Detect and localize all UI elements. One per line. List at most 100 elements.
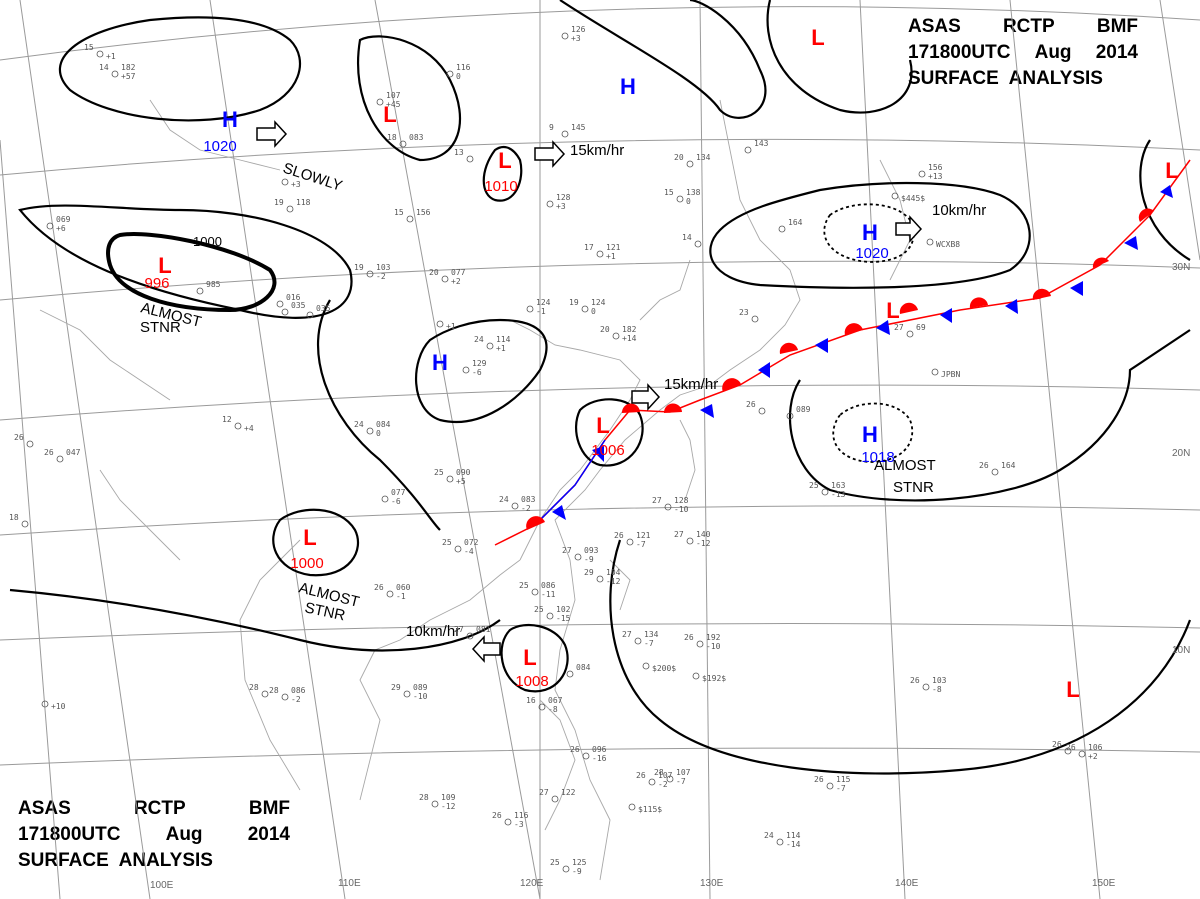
motion-label: SLOWLY: [281, 160, 345, 195]
lon-label: 110E: [338, 878, 361, 889]
station-pressure-trend: +2: [451, 277, 461, 286]
station-circle-icon: [26, 440, 34, 448]
stationary-note-line2: STNR: [893, 479, 934, 496]
header-top-line1: ASAS RCTP BMF: [908, 14, 1138, 40]
header-bottom-center: RCTP: [133, 798, 186, 819]
station-pressure-trend: -7: [836, 784, 846, 793]
station-temperature: 19: [354, 263, 364, 272]
lon-label: 150E: [1092, 878, 1116, 889]
isobar: [1139, 139, 1191, 261]
station-pressure: 107: [658, 771, 673, 780]
station-temperature: 26: [814, 775, 824, 784]
station-circle-icon: [596, 250, 604, 258]
annotations: 1000 SLOWLY 15km/hr 10km/hr 15km/hr 10km…: [139, 142, 986, 640]
station-plot: 27 134-7: [622, 630, 659, 648]
station-plot: 26 192-10: [684, 633, 721, 651]
station-temperature: 13: [454, 148, 464, 157]
station-plot: 18 083: [387, 133, 424, 148]
station-pressure: 107: [386, 91, 401, 100]
header-bottom: ASAS RCTP BMF 171800UTC Aug 2014 SURFACE…: [18, 796, 290, 874]
station-pressure: 116: [514, 811, 529, 820]
header-bottom-line3: SURFACE ANALYSIS: [18, 848, 290, 874]
station-circle-icon: [46, 222, 54, 230]
low-center: L: [1066, 677, 1079, 702]
header-bottom-line1: ASAS RCTP BMF: [18, 796, 290, 822]
header-bottom-year: 2014: [247, 824, 290, 845]
station-plot: 035: [281, 301, 306, 316]
station-temperature: 20: [600, 325, 610, 334]
station-circle-icon: [41, 700, 49, 708]
stationary-note-line2: STNR: [140, 319, 181, 336]
low-pressure-value: 1010: [484, 178, 517, 195]
station-plot: 126+3: [561, 25, 586, 43]
station-plot: 20 077+2: [429, 268, 466, 286]
station-circle-icon: [686, 160, 694, 168]
station-circle-icon: [634, 637, 642, 645]
station-circle-icon: [694, 240, 702, 248]
station-circle-icon: [751, 315, 759, 323]
header-bottom-time: 171800UTC: [18, 824, 121, 845]
station-pressure: 016: [286, 293, 301, 302]
station-pressure: 182: [121, 63, 136, 72]
station-plot: 035: [306, 304, 331, 319]
station-pressure: 103: [932, 676, 947, 685]
station-plot: 077-6: [381, 488, 406, 506]
station-plot: WCXB8: [926, 238, 960, 249]
station-circle-icon: [551, 795, 559, 803]
header-top-line2: 171800UTC Aug 2014: [908, 40, 1138, 66]
station-temperature: 24: [764, 831, 774, 840]
station-pressure-trend: $115$: [638, 805, 662, 814]
lat-label: 10N: [1172, 645, 1190, 656]
station-circle-icon: [466, 632, 474, 640]
lat-label: 30N: [1172, 262, 1190, 273]
station-pressure: 182: [622, 325, 637, 334]
station-pressure-trend: +10: [51, 702, 66, 711]
fronts: [494, 159, 1191, 546]
station-temperature: 25: [550, 858, 560, 867]
station-temperature: 17: [584, 243, 594, 252]
station-circle-icon: [281, 693, 289, 701]
station-pressure: 106: [1088, 743, 1103, 752]
station-circle-icon: [574, 553, 582, 561]
motion-arrow-icon: [631, 383, 661, 411]
station-circle-icon: [403, 690, 411, 698]
station-pressure: 163: [831, 481, 846, 490]
isobar: [500, 623, 569, 693]
station-pressure: 060: [396, 583, 411, 592]
motion-arrow-icon: [471, 635, 501, 663]
station-circle-icon: [918, 170, 926, 178]
station-pressure: 143: [754, 139, 769, 148]
station-circle-icon: [758, 407, 766, 415]
header-top-title: SURFACE ANALYSIS: [908, 68, 1103, 89]
station-pressure: 102: [556, 605, 571, 614]
station-plot: 28 109-12: [419, 793, 456, 811]
high-center: H: [862, 220, 878, 245]
header-bottom-product: BMF: [248, 798, 290, 819]
station-pressure-trend: 0: [686, 197, 691, 206]
motion-arrow-icon: [256, 120, 288, 148]
station-circle-icon: [582, 752, 590, 760]
station-circle-icon: [648, 778, 656, 786]
isobar: [559, 0, 767, 119]
station-pressure-trend: +5: [456, 477, 466, 486]
station-circle-icon: [381, 495, 389, 503]
isobars: [9, 0, 1192, 775]
station-circle-icon: [931, 368, 939, 376]
station-circle-icon: [511, 502, 519, 510]
station-pressure: 145: [571, 123, 586, 132]
station-pressure: 116: [456, 63, 471, 72]
station-pressure-trend: -10: [706, 642, 721, 651]
motion-label: 15km/hr: [664, 376, 718, 393]
station-plot: 26 107-2: [636, 771, 673, 789]
low-pressure-value: 1000: [290, 555, 323, 572]
low-pressure-value: 1006: [591, 442, 624, 459]
station-circle-icon: [21, 520, 29, 528]
header-top-product: BMF: [1096, 16, 1138, 37]
station-pressure: 121: [606, 243, 621, 252]
motion-label: 15km/hr: [570, 142, 624, 159]
station-pressure-trend: -7: [676, 777, 686, 786]
station-temperature: 25: [809, 481, 819, 490]
station-circle-icon: [642, 662, 650, 670]
station-temperature: 23: [739, 308, 749, 317]
